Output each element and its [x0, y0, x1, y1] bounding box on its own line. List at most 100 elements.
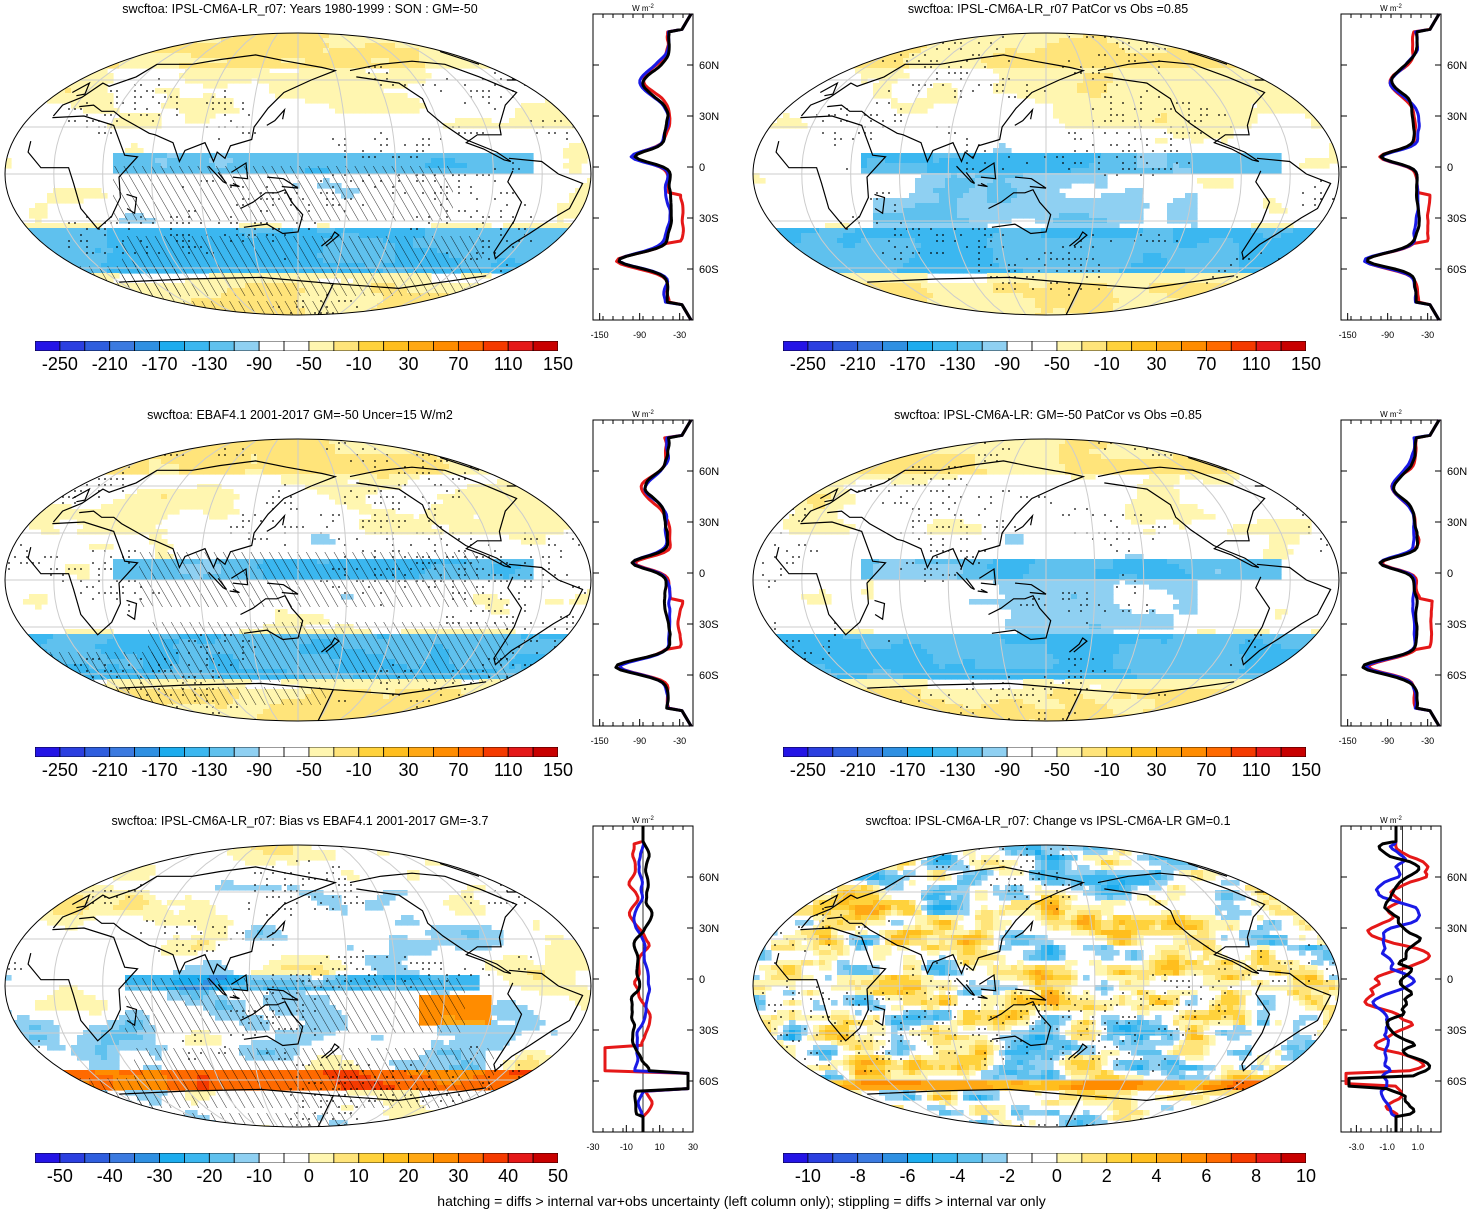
colorbar-swatch — [184, 341, 210, 351]
colorbar-swatch — [1205, 747, 1232, 757]
zonal-y-tick-label: 30N — [1447, 517, 1467, 529]
zonal-units-label: W m-2 — [632, 4, 654, 13]
colorbar-label: 150 — [543, 354, 573, 375]
world-map — [4, 438, 592, 722]
colorbar-swatch — [532, 1153, 558, 1163]
colorbar-swatch — [1230, 341, 1257, 351]
colorbar-swatch — [457, 341, 484, 351]
zonal-y-tick-label: 60S — [699, 670, 719, 682]
zonal-mean-plot: W m-2 -3.0 -1.0 1.0 60N 30N 0 30S 60S — [1340, 816, 1467, 1152]
zonal-units-label: W m-2 — [1380, 816, 1402, 825]
coastlines — [27, 857, 584, 1127]
colorbar-swatch — [1156, 747, 1182, 757]
zonal-x-tick-label: 30 — [688, 1142, 698, 1152]
colorbar-swatch — [433, 747, 459, 757]
zonal-reference-line — [1347, 826, 1432, 1132]
colorbar-swatch — [981, 747, 1008, 757]
zonal-y-tick-label: 60N — [699, 466, 719, 478]
zonal-axes-box — [1340, 419, 1442, 727]
colorbar-swatch — [832, 747, 859, 757]
colorbar-label: -210 — [840, 354, 876, 375]
colorbar-swatch — [857, 747, 884, 757]
colorbar-swatch — [832, 341, 859, 351]
colorbar-label: -50 — [296, 760, 322, 781]
colorbar-swatch — [383, 341, 409, 351]
colorbar-swatch — [308, 341, 335, 351]
colorbar-swatch — [59, 747, 86, 757]
zonal-y-tick-label: 30N — [699, 517, 719, 529]
colorbar-swatch — [1006, 1153, 1033, 1163]
colorbar-swatch — [184, 1153, 210, 1163]
colorbar-swatch — [1056, 1153, 1083, 1163]
colorbar-swatch — [59, 341, 86, 351]
zonal-y-tick-label: 30N — [1447, 923, 1467, 935]
colorbar-swatch — [358, 747, 385, 757]
zonal-x-tick-label: -1.0 — [1379, 1142, 1395, 1152]
zonal-y-tick-label: 60N — [699, 60, 719, 72]
zonal-y-tick-label: 60S — [1447, 264, 1467, 276]
colorbar-labels: -10 -8 -6 -4 -2 0 2 4 6 8 10 — [783, 1166, 1316, 1190]
colorbar-swatch — [408, 1153, 434, 1163]
zonal-x-tick-label: -3.0 — [1349, 1142, 1365, 1152]
zonal-y-tick-label: 30S — [1447, 1025, 1467, 1037]
colorbar-label: -210 — [92, 354, 128, 375]
zonal-x-tick-label: -90 — [633, 330, 646, 340]
zonal-y-tick-label: 60S — [1447, 1076, 1467, 1088]
zonal-y-tick-label: 0 — [1447, 568, 1453, 580]
colorbar-swatch — [1255, 747, 1282, 757]
colorbar-swatch — [1230, 1153, 1257, 1163]
colorbar-swatch — [433, 1153, 459, 1163]
colorbar-swatch — [233, 1153, 260, 1163]
graticule — [753, 33, 1339, 315]
zonal-y-tick-label: 60S — [699, 264, 719, 276]
colorbar-swatch — [907, 1153, 933, 1163]
zonal-y-tick-label: 0 — [1447, 974, 1453, 986]
colorbar-swatch — [1031, 1153, 1058, 1163]
footnote: hatching = diffs > internal var+obs unce… — [0, 1193, 1483, 1209]
colorbar — [783, 1153, 1306, 1163]
colorbar-swatch — [482, 1153, 509, 1163]
colorbar-label: 110 — [1242, 760, 1271, 781]
zonal-y-tick-label: 60N — [1447, 466, 1467, 478]
zonal-mean-plot: W m-2 -150 -90 -30 60N 30N 0 30S 60S — [1339, 4, 1468, 340]
colorbar-swatch — [358, 1153, 385, 1163]
coastlines — [775, 857, 1332, 1127]
colorbar-swatch — [532, 747, 558, 757]
zonal-units-label: W m-2 — [1380, 4, 1402, 13]
colorbar-labels: -250 -210 -170 -130 -90 -50 -10 30 70 110 150 — [783, 354, 1321, 378]
colorbar — [35, 747, 558, 757]
colorbar-swatch — [1280, 1153, 1306, 1163]
colorbar-swatch — [1255, 1153, 1282, 1163]
zonal-obs-line — [1371, 826, 1421, 1132]
colorbar-label: 150 — [543, 760, 573, 781]
colorbar-swatch — [1006, 747, 1033, 757]
colorbar-label: 30 — [1147, 760, 1167, 781]
zonal-axes-box — [592, 13, 694, 321]
map-border — [4, 844, 592, 1128]
colorbar-swatch — [333, 747, 360, 757]
colorbar-label: -50 — [1044, 354, 1070, 375]
colorbar-swatch — [882, 1153, 908, 1163]
colorbar-swatch — [1106, 341, 1133, 351]
zonal-x-tick-label: 1.0 — [1412, 1142, 1425, 1152]
colorbar-swatch — [35, 1153, 61, 1163]
zonal-y-tick-label: 60N — [1447, 872, 1467, 884]
map-field — [753, 439, 1339, 721]
map-border — [752, 844, 1340, 1128]
colorbar-swatch — [981, 341, 1008, 351]
colorbar-swatch — [1081, 1153, 1108, 1163]
colorbar-label: 110 — [494, 760, 523, 781]
colorbar-label: -170 — [890, 354, 926, 375]
colorbar-swatch — [832, 1153, 859, 1163]
colorbar-label: 30 — [448, 1166, 468, 1187]
colorbar-labels: -250 -210 -170 -130 -90 -50 -10 30 70 110 150 — [783, 760, 1321, 784]
colorbar-swatch — [1181, 341, 1207, 351]
colorbar-label: 20 — [399, 1166, 419, 1187]
zonal-x-tick-label: -150 — [1339, 330, 1357, 340]
colorbar-swatch — [258, 747, 285, 757]
colorbar-label: -10 — [795, 1166, 821, 1187]
colorbar-swatch — [233, 747, 260, 757]
colorbar-swatch — [35, 341, 61, 351]
colorbar-swatch — [1006, 341, 1033, 351]
colorbar-swatch — [383, 747, 409, 757]
